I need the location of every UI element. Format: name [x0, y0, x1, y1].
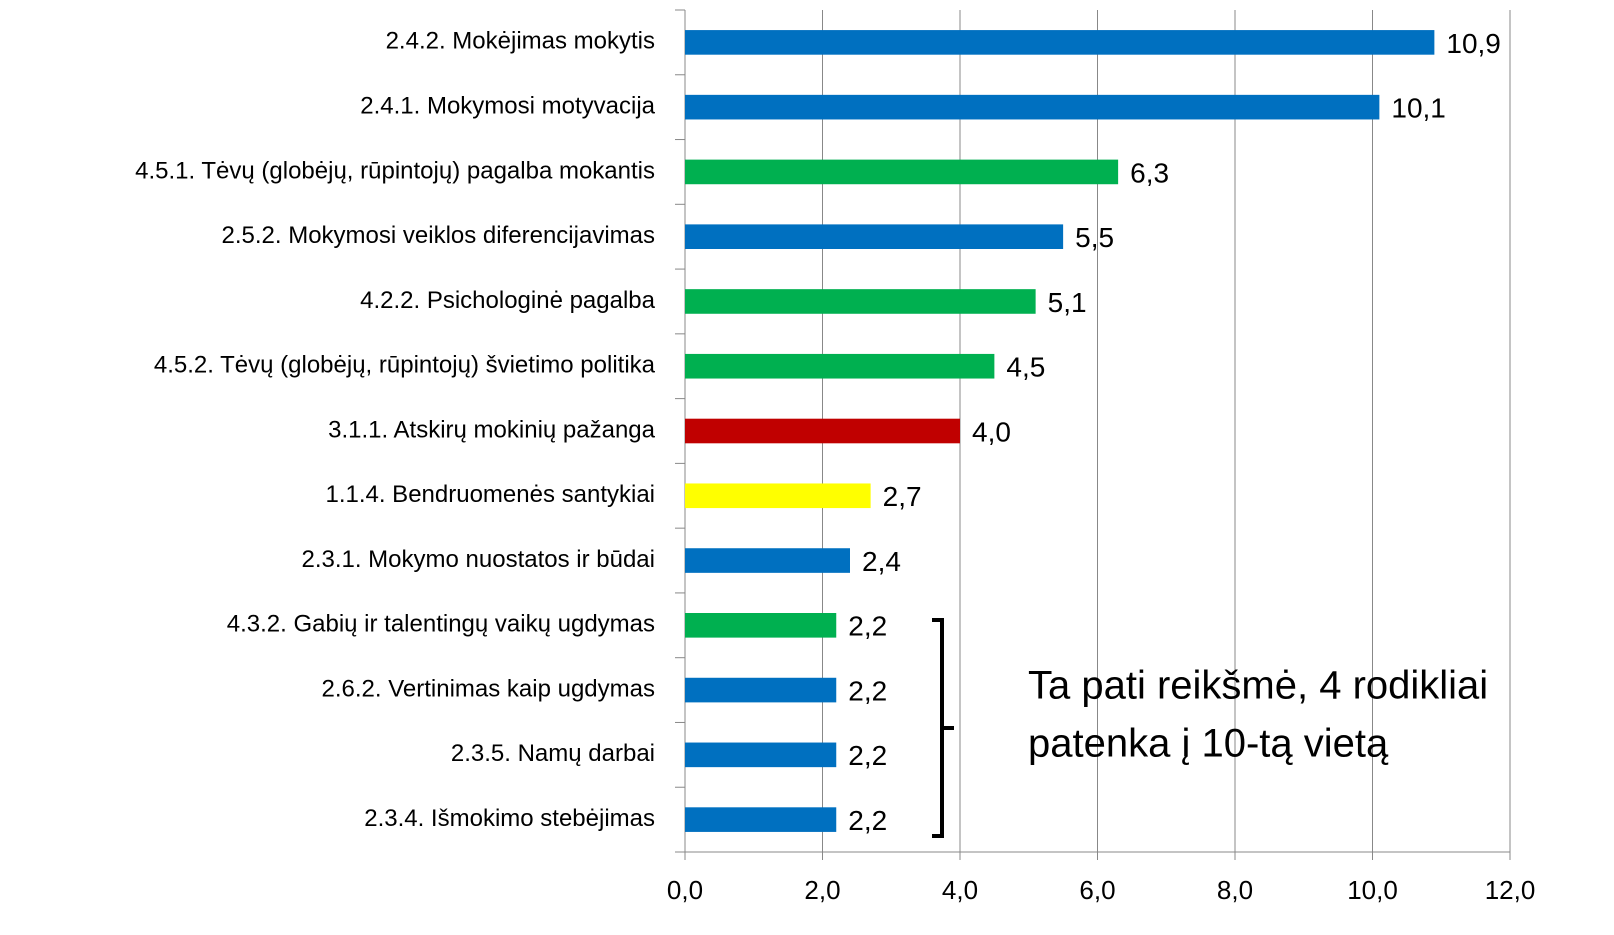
- y-tick-label: 2.4.2. Mokėjimas mokytis: [386, 28, 655, 55]
- value-label: 5,1: [1048, 287, 1087, 318]
- value-label: 2,7: [883, 481, 922, 512]
- y-tick-label: 1.1.4. Bendruomenės santykiai: [325, 481, 655, 508]
- y-tick-label: 2.6.2. Vertinimas kaip ugdymas: [321, 675, 655, 702]
- annotation: Ta pati reikšmė, 4 rodikliai: [1028, 664, 1488, 708]
- value-label: 2,2: [848, 740, 887, 771]
- y-tick-label: 2.5.2. Mokymosi veiklos diferencijavimas: [222, 222, 656, 249]
- value-label: 2,4: [862, 546, 901, 577]
- value-label: 4,0: [972, 416, 1011, 447]
- bar: [685, 30, 1435, 55]
- y-tick-label: 2.3.1. Mokymo nuostatos ir būdai: [301, 546, 655, 573]
- x-tick-label: 12,0: [1485, 875, 1536, 905]
- x-tick-label: 6,0: [1079, 875, 1115, 905]
- bar: [685, 224, 1064, 249]
- bar: [685, 677, 837, 703]
- x-tick-label: 4,0: [942, 875, 978, 905]
- x-tick-label: 10,0: [1347, 875, 1398, 905]
- bar: [685, 742, 837, 768]
- y-tick-label: 2.3.5. Namų darbai: [451, 740, 655, 767]
- bar: [685, 94, 1380, 120]
- value-label: 6,3: [1130, 157, 1169, 188]
- y-tick-label: 4.5.1. Tėvų (globėjų, rūpintojų) pagalba…: [135, 157, 655, 184]
- value-label: 4,5: [1006, 352, 1045, 383]
- value-label: 10,1: [1391, 93, 1446, 124]
- bar: [685, 613, 837, 638]
- x-tick-label: 2,0: [804, 875, 840, 905]
- y-tick-label: 2.4.1. Mokymosi motyvacija: [360, 92, 655, 119]
- value-label: 2,2: [848, 675, 887, 706]
- annotation: patenka į 10-tą vietą: [1028, 722, 1389, 766]
- bar: [685, 289, 1036, 314]
- y-tick-label: 4.3.2. Gabių ir talentingų vaikų ugdymas: [227, 611, 655, 638]
- bar: [685, 159, 1119, 185]
- y-tick-label: 4.2.2. Psichologinė pagalba: [360, 287, 656, 314]
- value-label: 5,5: [1075, 222, 1114, 253]
- bar: [685, 807, 837, 832]
- y-tick-label: 3.1.1. Atskirų mokinių pažanga: [328, 416, 656, 443]
- x-tick-label: 0,0: [667, 875, 703, 905]
- y-tick-label: 2.3.4. Išmokimo stebėjimas: [364, 805, 655, 832]
- y-tick-label: 4.5.2. Tėvų (globėjų, rūpintojų) švietim…: [154, 352, 656, 379]
- bar: [685, 353, 995, 379]
- bar: [685, 483, 871, 509]
- value-label: 2,2: [848, 805, 887, 836]
- bar: [685, 418, 960, 444]
- bracket: [932, 618, 954, 838]
- value-label: 10,9: [1446, 28, 1501, 59]
- value-label: 2,2: [848, 611, 887, 642]
- x-tick-label: 8,0: [1217, 875, 1253, 905]
- bar: [685, 548, 850, 573]
